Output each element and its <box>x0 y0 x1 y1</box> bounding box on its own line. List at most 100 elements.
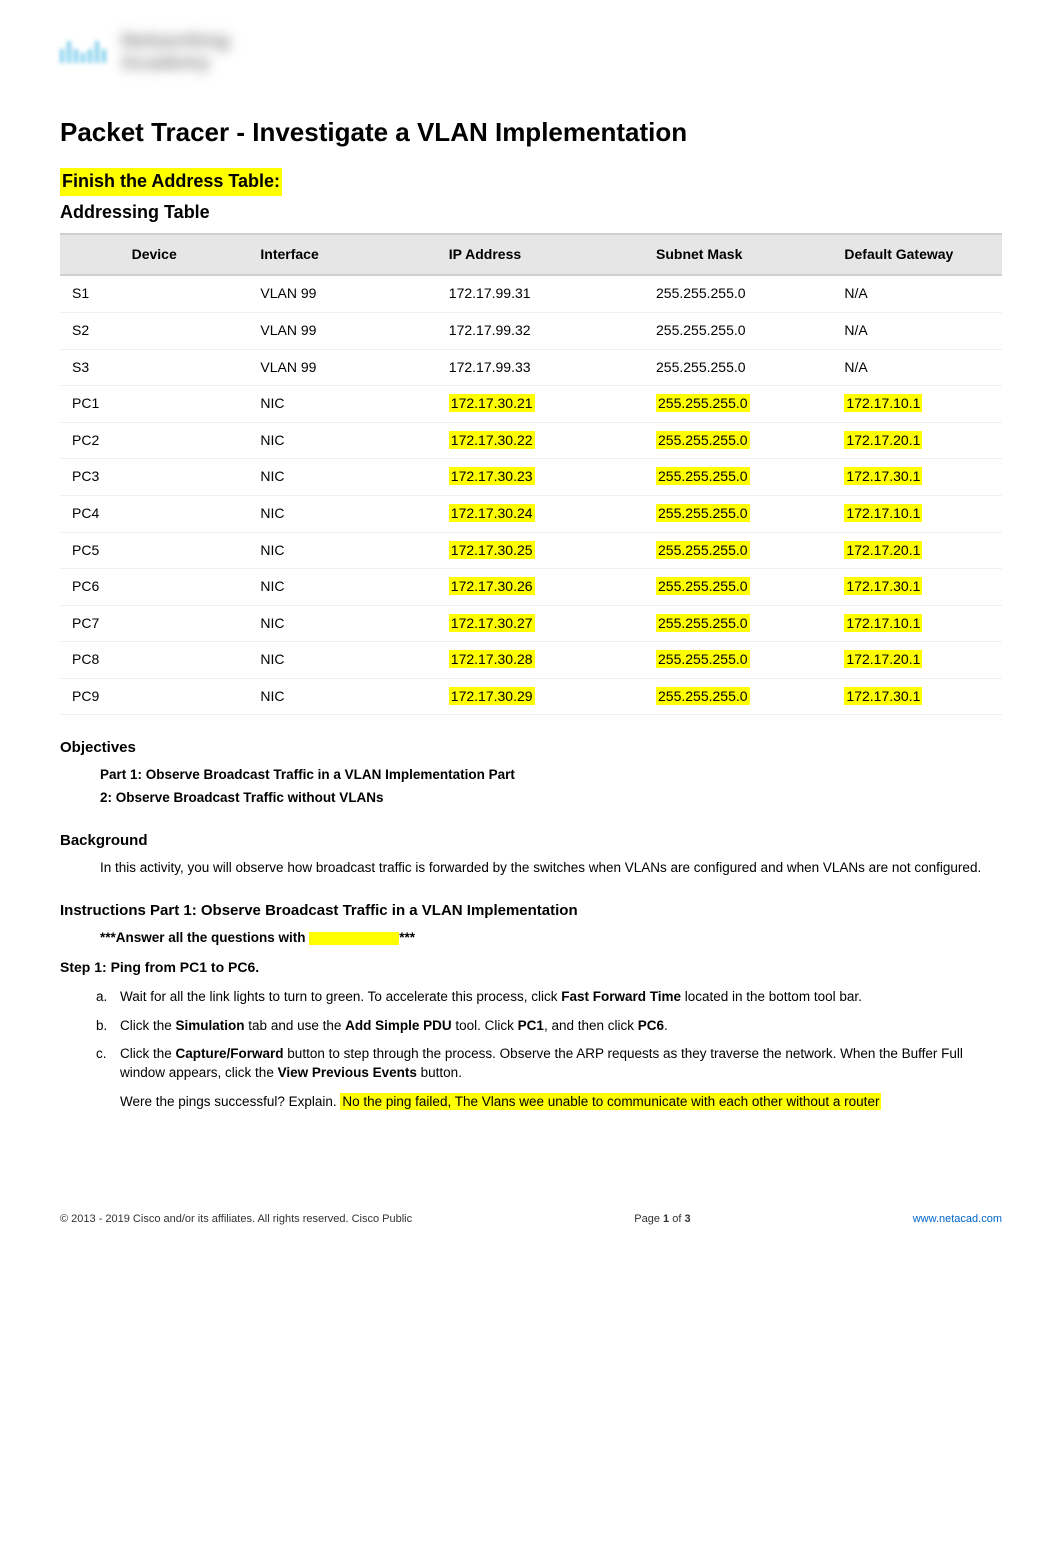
table-cell: 255.255.255.0 <box>644 275 832 312</box>
table-row: S1VLAN 99172.17.99.31255.255.255.0N/A <box>60 275 1002 312</box>
footer-link: www.netacad.com <box>913 1212 1002 1227</box>
table-cell: PC6 <box>60 569 248 606</box>
step1-title: Step 1: Ping from PC1 to PC6. <box>60 958 1002 978</box>
objective-part2: 2: Observe Broadcast Traffic without VLA… <box>100 789 1002 808</box>
col-interface: Interface <box>248 234 436 276</box>
logo-area: Networking Academy <box>60 30 1002 74</box>
footer-copyright: © 2013 - 2019 Cisco and/or its affiliate… <box>60 1212 412 1227</box>
table-cell: PC9 <box>60 678 248 715</box>
step-b-bold3: PC1 <box>518 1018 544 1033</box>
table-cell: 172.17.10.1 <box>832 495 1002 532</box>
table-row: PC5NIC172.17.30.25255.255.255.0172.17.20… <box>60 532 1002 569</box>
step-b-mid2: tool. Click <box>452 1018 518 1033</box>
marker-a: a. <box>96 988 107 1007</box>
table-cell: 255.255.255.0 <box>644 642 832 679</box>
table-row: PC2NIC172.17.30.22255.255.255.0172.17.20… <box>60 422 1002 459</box>
table-cell: VLAN 99 <box>248 312 436 349</box>
table-cell: 172.17.30.21 <box>437 386 644 423</box>
answer-blank-highlight <box>309 932 399 945</box>
table-cell: PC8 <box>60 642 248 679</box>
table-cell: 255.255.255.0 <box>644 532 832 569</box>
table-cell: PC4 <box>60 495 248 532</box>
step-b-bold2: Add Simple PDU <box>345 1018 452 1033</box>
marker-b: b. <box>96 1017 107 1036</box>
step-b-mid1: tab and use the <box>245 1018 346 1033</box>
table-cell: 255.255.255.0 <box>644 386 832 423</box>
table-cell: 172.17.30.27 <box>437 605 644 642</box>
table-cell: 255.255.255.0 <box>644 349 832 386</box>
answer-prompt: ***Answer all the questions with *** <box>60 929 1002 948</box>
table-cell: NIC <box>248 642 436 679</box>
table-cell: N/A <box>832 349 1002 386</box>
table-cell: VLAN 99 <box>248 349 436 386</box>
table-cell: NIC <box>248 459 436 496</box>
table-cell: N/A <box>832 312 1002 349</box>
table-cell: 172.17.30.1 <box>832 678 1002 715</box>
table-row: PC1NIC172.17.30.21255.255.255.0172.17.10… <box>60 386 1002 423</box>
table-cell: 255.255.255.0 <box>644 605 832 642</box>
table-cell: PC5 <box>60 532 248 569</box>
table-row: PC3NIC172.17.30.23255.255.255.0172.17.30… <box>60 459 1002 496</box>
finish-table-heading: Finish the Address Table: <box>60 168 282 195</box>
table-cell: 255.255.255.0 <box>644 459 832 496</box>
footer-page: Page 1 of 3 <box>634 1212 690 1227</box>
objectives-heading: Objectives <box>60 737 1002 758</box>
table-cell: 172.17.99.32 <box>437 312 644 349</box>
logo-line2: Academy <box>121 52 230 74</box>
table-cell: S1 <box>60 275 248 312</box>
table-cell: S2 <box>60 312 248 349</box>
background-text: In this activity, you will observe how b… <box>60 859 1002 878</box>
table-cell: VLAN 99 <box>248 275 436 312</box>
col-gateway: Default Gateway <box>832 234 1002 276</box>
table-cell: NIC <box>248 532 436 569</box>
answer-prompt-prefix: ***Answer all the questions with <box>100 930 309 945</box>
addressing-table: Device Interface IP Address Subnet Mask … <box>60 233 1002 716</box>
logo-line1: Networking <box>121 30 230 52</box>
step-b-bold4: PC6 <box>638 1018 664 1033</box>
table-cell: NIC <box>248 422 436 459</box>
table-cell: 172.17.30.24 <box>437 495 644 532</box>
table-cell: NIC <box>248 605 436 642</box>
addressing-table-heading: Addressing Table <box>60 200 1002 225</box>
step-c-answer: Were the pings successful? Explain. No t… <box>120 1093 1002 1112</box>
step-b: b. Click the Simulation tab and use the … <box>120 1017 1002 1036</box>
page-footer: © 2013 - 2019 Cisco and/or its affiliate… <box>60 1212 1002 1227</box>
instructions-heading: Instructions Part 1: Observe Broadcast T… <box>60 900 1002 921</box>
table-cell: 172.17.20.1 <box>832 532 1002 569</box>
step-c-bold1: Capture/Forward <box>176 1046 284 1061</box>
table-cell: PC7 <box>60 605 248 642</box>
objectives-list: Part 1: Observe Broadcast Traffic in a V… <box>60 766 1002 808</box>
marker-c: c. <box>96 1045 107 1064</box>
table-cell: 172.17.20.1 <box>832 422 1002 459</box>
table-cell: 172.17.20.1 <box>832 642 1002 679</box>
table-cell: 172.17.30.28 <box>437 642 644 679</box>
objective-part1: Part 1: Observe Broadcast Traffic in a V… <box>100 766 1002 785</box>
table-cell: NIC <box>248 678 436 715</box>
table-row: PC6NIC172.17.30.26255.255.255.0172.17.30… <box>60 569 1002 606</box>
table-row: PC8NIC172.17.30.28255.255.255.0172.17.20… <box>60 642 1002 679</box>
step-c-post: button. <box>417 1065 462 1080</box>
table-cell: 172.17.30.25 <box>437 532 644 569</box>
step-c: c. Click the Capture/Forward button to s… <box>120 1045 1002 1112</box>
col-device: Device <box>60 234 248 276</box>
table-cell: 172.17.10.1 <box>832 386 1002 423</box>
table-cell: 172.17.30.22 <box>437 422 644 459</box>
step-c-pre: Click the <box>120 1046 176 1061</box>
step1-list: a. Wait for all the link lights to turn … <box>60 988 1002 1112</box>
step-a-post: located in the bottom tool bar. <box>681 989 862 1004</box>
table-cell: 172.17.99.33 <box>437 349 644 386</box>
col-ip: IP Address <box>437 234 644 276</box>
table-cell: 255.255.255.0 <box>644 678 832 715</box>
step-b-pre: Click the <box>120 1018 176 1033</box>
table-cell: 172.17.99.31 <box>437 275 644 312</box>
step-b-post: . <box>664 1018 668 1033</box>
table-cell: NIC <box>248 386 436 423</box>
page-title: Packet Tracer - Investigate a VLAN Imple… <box>60 114 1002 150</box>
table-cell: 255.255.255.0 <box>644 569 832 606</box>
step-a: a. Wait for all the link lights to turn … <box>120 988 1002 1007</box>
step-b-bold1: Simulation <box>176 1018 245 1033</box>
step-c-bold2: View Previous Events <box>278 1065 417 1080</box>
table-cell: PC2 <box>60 422 248 459</box>
table-cell: 255.255.255.0 <box>644 422 832 459</box>
ping-question: Were the pings successful? Explain. <box>120 1094 340 1109</box>
